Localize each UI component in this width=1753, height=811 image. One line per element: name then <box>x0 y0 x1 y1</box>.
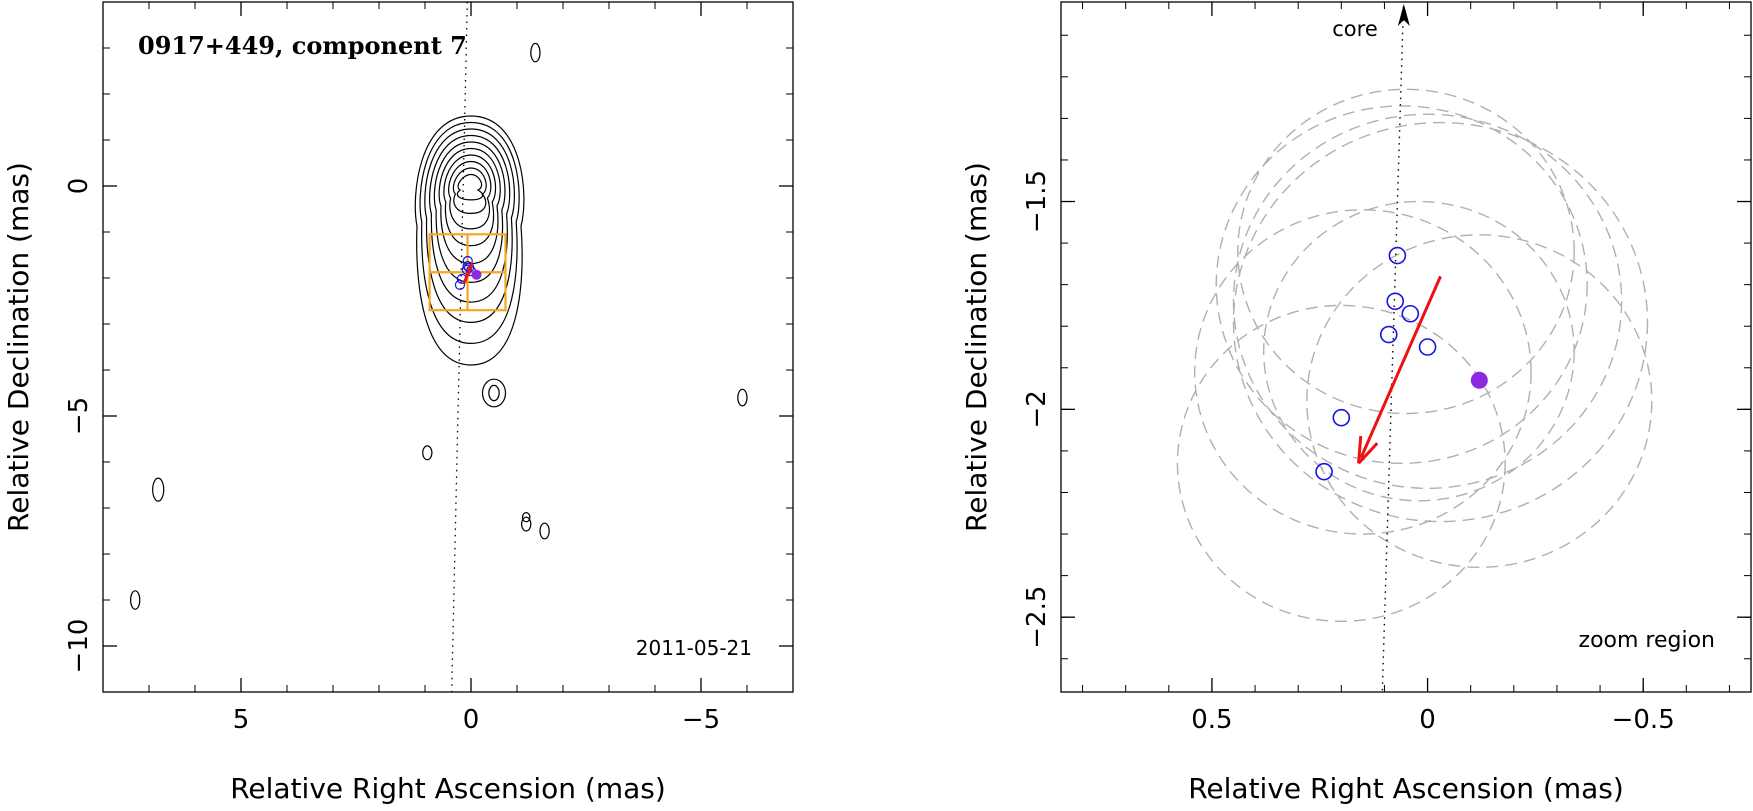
right-plot-area <box>1176 2 1653 692</box>
error-circle <box>1232 121 1649 523</box>
error-circle <box>1237 88 1575 415</box>
contour-island <box>129 590 141 610</box>
left-x-axis-label: Relative Right Ascension (mas) <box>230 772 666 805</box>
left-x-tick-label: 5 <box>233 705 250 735</box>
contour-island <box>521 516 532 532</box>
data-point-filled <box>1470 371 1488 389</box>
error-circle <box>1262 200 1575 502</box>
right-x-axis-label: Relative Right Ascension (mas) <box>1188 772 1624 805</box>
data-point-open <box>1388 246 1407 265</box>
left-axes: 5 0 −5 0 −5 −10 <box>64 1 794 735</box>
core-contour <box>456 173 484 201</box>
core-contour <box>429 134 511 303</box>
data-point-open <box>1379 325 1398 344</box>
error-circle <box>1193 209 1532 535</box>
left-x-tick-label: 0 <box>463 705 480 735</box>
right-zoom-region-label: zoom region <box>1579 628 1715 653</box>
left-x-tick-label: −5 <box>682 705 720 735</box>
left-y-tick-label: 0 <box>64 178 94 195</box>
left-y-tick-label: −5 <box>64 397 94 435</box>
contour-island <box>422 445 433 461</box>
right-x-tick-label: 0 <box>1419 705 1436 735</box>
left-panel: 5 0 −5 0 −5 −10 0917+449, component 7 2011-05… <box>2 1 794 805</box>
core-contour <box>414 115 525 366</box>
error-circle <box>1215 105 1588 465</box>
contour-island <box>737 388 748 407</box>
data-point-open <box>454 279 466 290</box>
right-x-tick-label: 0.5 <box>1191 705 1232 735</box>
right-y-tick-label: −2.5 <box>1022 586 1052 649</box>
motion-arrowhead <box>1357 435 1379 465</box>
data-point-open <box>1332 408 1351 427</box>
core-contour <box>448 160 492 230</box>
left-plot-area <box>129 2 748 692</box>
right-y-axis-label: Relative Declination (mas) <box>960 162 993 532</box>
core-direction-arrowhead <box>1397 4 1410 26</box>
core-contour <box>424 128 516 324</box>
contour-island <box>521 512 531 523</box>
data-point-filled <box>471 269 482 280</box>
right-core-label: core <box>1332 17 1378 41</box>
core-contour <box>438 147 501 265</box>
left-y-axis-label: Relative Declination (mas) <box>2 162 35 532</box>
right-x-tick-label: −0.5 <box>1612 705 1675 735</box>
left-plot-frame <box>102 1 794 693</box>
core-contour <box>419 121 520 345</box>
core-contour <box>433 141 506 284</box>
left-y-tick-label: −10 <box>64 619 94 674</box>
error-circle <box>1306 234 1653 569</box>
contour-island <box>152 477 165 502</box>
contour-island-inner <box>488 384 500 402</box>
contour-island <box>530 42 541 63</box>
right-plot-frame <box>1060 1 1752 693</box>
data-point-open <box>1315 462 1333 481</box>
core-contour <box>452 167 487 215</box>
right-plot-content <box>1176 2 1653 692</box>
contour-island <box>539 522 550 540</box>
data-point-open <box>1418 338 1437 356</box>
right-axes: 0.5 0 −0.5 −1.5 −2 −2.5 <box>1022 2 1751 735</box>
motion-arrow <box>462 262 474 285</box>
contour-island <box>481 378 507 408</box>
ridge-line <box>1381 2 1405 692</box>
right-y-tick-label: −2 <box>1022 390 1052 428</box>
ridge-line <box>451 2 468 692</box>
data-point-open <box>1401 304 1420 323</box>
error-circle <box>1176 304 1506 623</box>
right-panel: 0.5 0 −0.5 −1.5 −2 −2.5 core zoom region Rela… <box>960 1 1752 805</box>
left-plot-content <box>129 2 748 692</box>
data-point-open <box>1386 292 1405 311</box>
error-circle <box>1232 113 1623 490</box>
core-contour <box>443 154 497 247</box>
motion-arrow <box>1359 275 1442 459</box>
left-chart-title: 0917+449, component 7 <box>138 31 467 60</box>
left-date-label: 2011-05-21 <box>636 636 752 660</box>
right-y-tick-label: −1.5 <box>1022 170 1052 233</box>
